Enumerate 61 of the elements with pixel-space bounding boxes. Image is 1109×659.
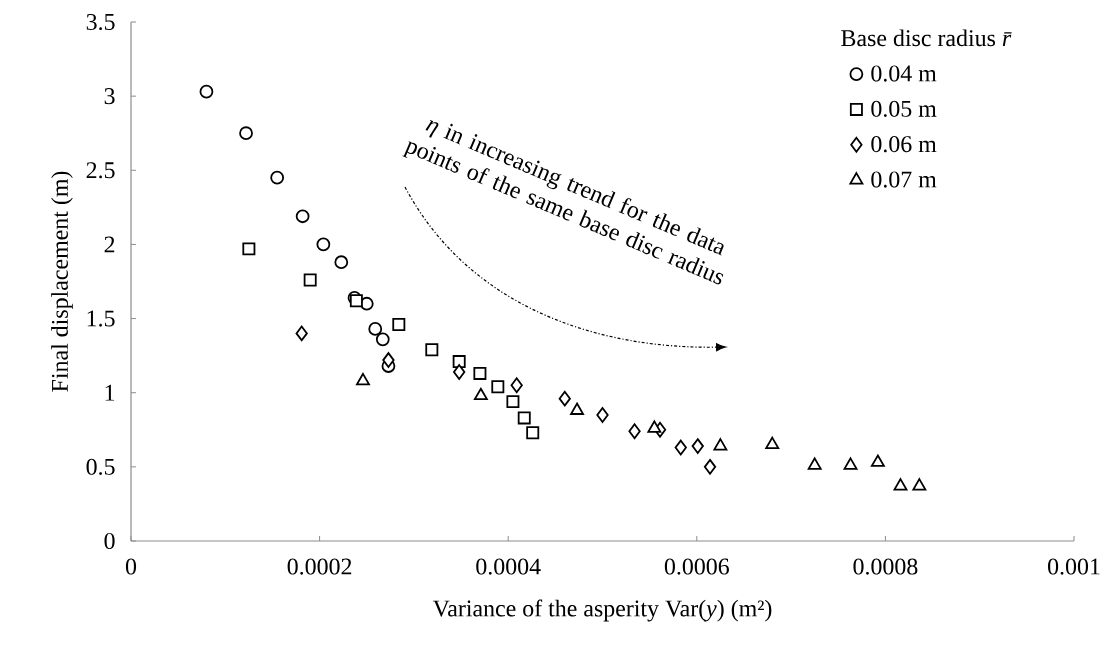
point <box>765 436 780 449</box>
point <box>425 343 439 357</box>
point <box>517 411 531 425</box>
point <box>807 457 822 470</box>
point <box>334 255 349 270</box>
point <box>199 84 214 99</box>
legend-label: 0.06 m <box>871 136 937 153</box>
point <box>453 364 466 380</box>
x-tick-label: 0.0004 <box>476 558 541 575</box>
point <box>570 402 584 415</box>
point <box>703 458 717 475</box>
point <box>368 322 383 336</box>
point <box>295 209 310 224</box>
point <box>303 273 317 287</box>
point <box>316 237 331 252</box>
legend-label: 0.05 m <box>871 100 937 117</box>
point <box>491 380 505 394</box>
point <box>691 438 704 454</box>
point <box>843 457 858 470</box>
legend-label: 0.04 m <box>871 65 937 82</box>
point <box>510 377 523 394</box>
point <box>349 294 363 308</box>
point <box>242 242 256 256</box>
x-axis-title: Variance of the asperity Var(y) (m²) <box>432 599 772 622</box>
y-tick-label: 1 <box>105 384 115 401</box>
legend-title: Base disc radius r̄ <box>841 29 1012 47</box>
x-tick-label: 0.0002 <box>287 558 352 575</box>
y-tick-label: 3.5 <box>86 13 115 31</box>
x-tick-label: 0 <box>125 558 137 575</box>
point <box>506 395 520 409</box>
point <box>674 439 687 456</box>
y-tick-label: 0 <box>104 532 115 550</box>
legend-label: 0.07 m <box>871 171 937 188</box>
point <box>452 355 466 369</box>
point <box>596 407 609 423</box>
y-axis-title: Final displacement (m) <box>51 171 73 392</box>
y-tick-label: 2.5 <box>86 162 115 179</box>
point <box>647 420 662 433</box>
x-tick-label: 0.001 <box>1048 558 1100 575</box>
point <box>392 318 406 331</box>
point <box>713 438 728 451</box>
point <box>295 325 308 342</box>
point <box>870 454 885 467</box>
point <box>473 387 488 401</box>
y-tick-label: 3 <box>104 88 115 105</box>
x-tick-label: 0.0008 <box>853 558 918 575</box>
point <box>628 423 641 440</box>
point <box>893 478 908 491</box>
point <box>239 126 253 141</box>
point <box>356 372 370 386</box>
point <box>375 332 390 347</box>
point <box>912 478 927 491</box>
y-tick-label: 0.5 <box>86 458 115 475</box>
point <box>382 352 395 368</box>
point <box>270 170 285 185</box>
point <box>526 426 540 440</box>
point <box>473 366 487 380</box>
y-tick-label: 1.5 <box>87 310 115 327</box>
point <box>558 390 571 407</box>
y-tick-label: 2 <box>104 236 115 253</box>
x-tick-label: 0.0006 <box>664 558 729 575</box>
